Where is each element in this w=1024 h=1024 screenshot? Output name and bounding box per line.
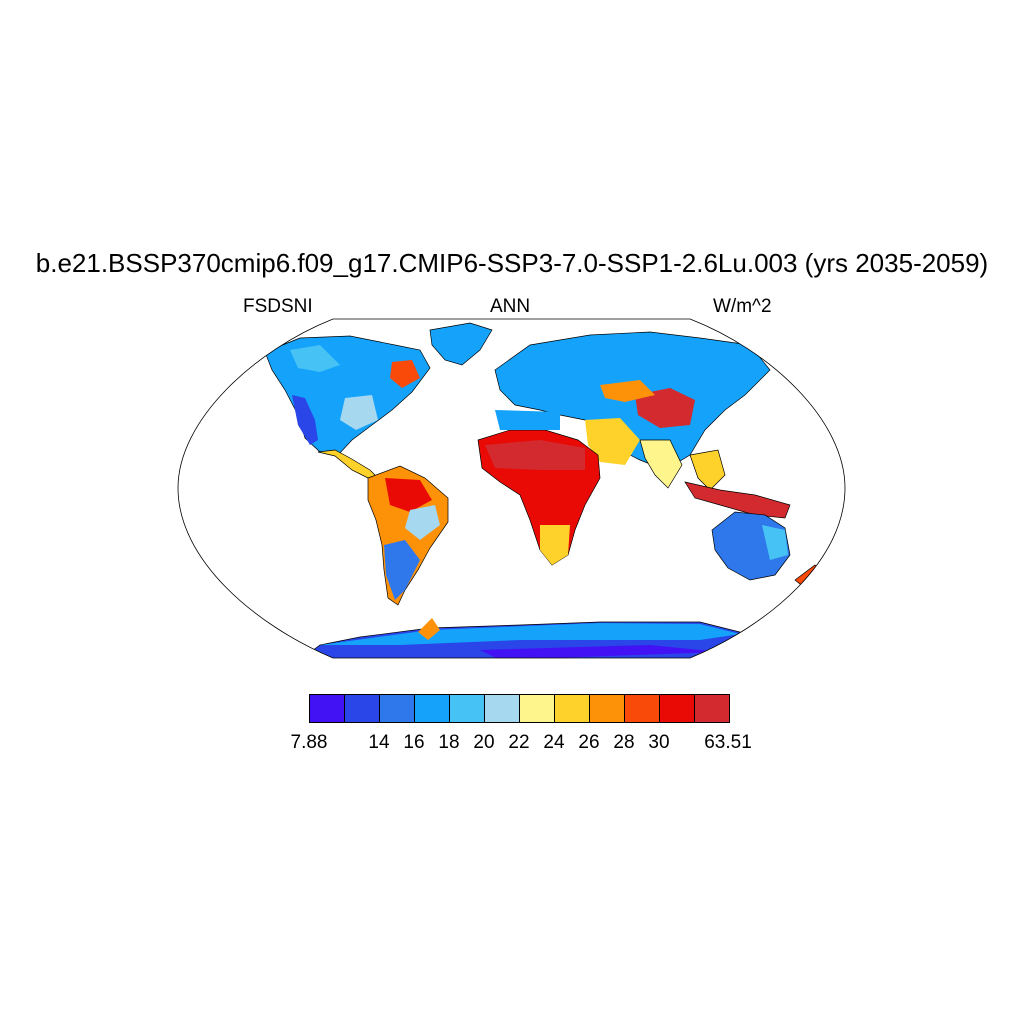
colorbar-tick-label: 28 (613, 732, 635, 753)
siberia-south (600, 380, 655, 402)
middle-east (585, 418, 640, 465)
units-label: W/m^2 (713, 296, 772, 317)
indochina (689, 449, 726, 491)
colorbar-box (625, 695, 660, 722)
season-label: ANN (490, 296, 531, 317)
variable-label: FSDSNI (243, 296, 313, 317)
eurasia (494, 331, 771, 471)
colorbar-box (415, 695, 450, 722)
brazil-east (405, 505, 440, 540)
greenland (429, 322, 493, 366)
indonesia (684, 481, 791, 519)
colorbar-box (450, 695, 485, 722)
colorbar-box (660, 695, 695, 722)
south-america-south (384, 540, 420, 600)
north-america (264, 335, 431, 456)
colorbar-box (310, 695, 345, 722)
colorbar-tick-label: 63.51 (704, 732, 752, 753)
colorbar-tick-label: 18 (438, 732, 460, 753)
africa-south (540, 525, 570, 565)
north-america-north (290, 345, 340, 372)
colorbar-tick-label: 7.88 (290, 732, 328, 753)
colorbar-box (380, 695, 415, 722)
antarctica-coast (320, 623, 740, 645)
colorbar-tick-label: 22 (508, 732, 530, 753)
map-outline (177, 318, 846, 659)
central-america (317, 449, 382, 481)
sahara (485, 440, 585, 470)
colorbar-box (520, 695, 555, 722)
australia-east (762, 525, 788, 560)
colorbar-tick-label: 20 (473, 732, 495, 753)
colorbar-box (590, 695, 625, 722)
amazon-core (385, 478, 432, 512)
colorbar-box (345, 695, 380, 722)
central-asia-hot (635, 388, 695, 428)
new-zealand (794, 564, 823, 589)
colorbar-box (555, 695, 590, 722)
colorbar (309, 694, 730, 723)
map-title: b.e21.BSSP370cmip6.f09_g17.CMIP6-SSP3-7.… (35, 248, 989, 278)
north-america-east (340, 395, 378, 430)
mediterranean-strip (495, 410, 560, 430)
india (639, 439, 683, 489)
hudson-area (390, 360, 420, 388)
colorbar-tick-label: 24 (543, 732, 565, 753)
colorbar-tick-label: 30 (648, 732, 670, 753)
antarctic-peninsula (418, 618, 440, 640)
colorbar-box (695, 695, 729, 722)
colorbar-tick-label: 14 (368, 732, 390, 753)
north-america-west (292, 395, 318, 445)
colorbar-box (485, 695, 520, 722)
antarctica-interior (480, 645, 720, 658)
colorbar-tick-label: 16 (403, 732, 425, 753)
colorbar-tick-label: 26 (578, 732, 600, 753)
